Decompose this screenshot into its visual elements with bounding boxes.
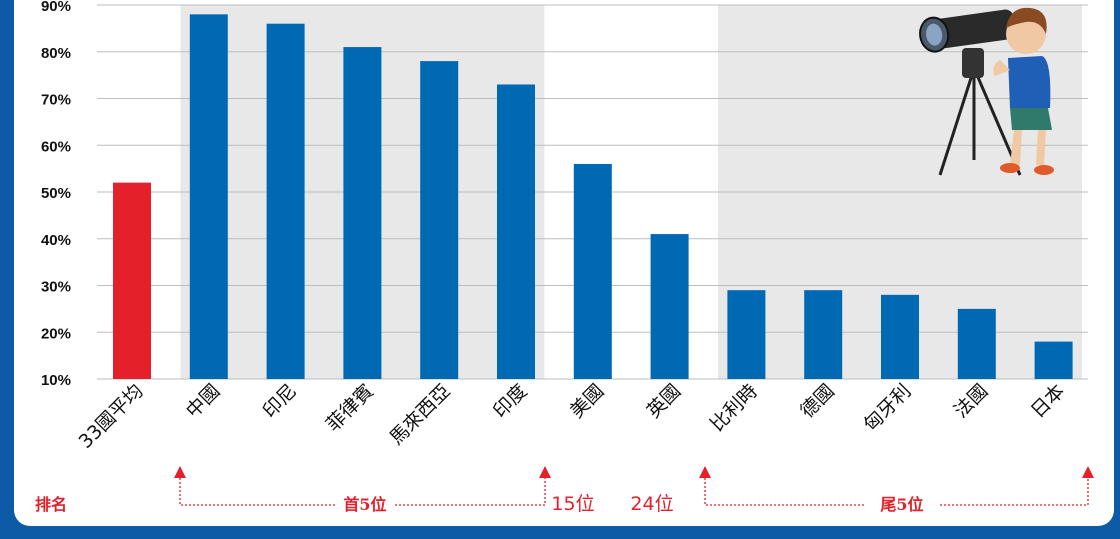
x-tick-label: 印度 [489, 380, 531, 422]
bottom5-end-arrow-icon [1082, 466, 1094, 478]
x-tick-label: 法國 [950, 380, 992, 422]
y-tick-label: 80% [41, 45, 71, 62]
boy-with-telescope-icon [919, 7, 1054, 176]
rank15-label: 15位 [551, 493, 594, 515]
bottom5-bracket [704, 478, 1089, 506]
x-tick-label: 馬來西亞 [385, 380, 454, 449]
bottom5-label: 尾5位 [880, 495, 923, 514]
y-tick-label: 90% [41, 0, 71, 15]
x-tick-label: 印尼 [259, 380, 301, 422]
bar [497, 84, 535, 379]
x-tick-label: 美國 [566, 380, 608, 422]
y-tick-label: 20% [41, 325, 71, 342]
top5-end-arrow-icon [539, 466, 551, 478]
bar [650, 234, 689, 379]
x-tick-label: 比利時 [706, 380, 762, 436]
bar [343, 47, 382, 379]
y-tick-label: 60% [41, 138, 71, 155]
bar [420, 61, 459, 379]
bar [727, 290, 766, 379]
ranking-annotations: 排名 首5位 15位 24位 尾5位 [35, 466, 1094, 515]
x-tick-label: 菲律賓 [322, 380, 378, 436]
y-tick-label: 30% [41, 279, 71, 296]
x-tick-label: 英國 [643, 380, 685, 422]
bar [573, 163, 612, 379]
bar [1034, 341, 1073, 379]
y-tick-label: 50% [41, 185, 71, 202]
rank24-label: 24位 [630, 493, 673, 515]
x-tick-label: 匈牙利 [860, 380, 916, 436]
bar [804, 290, 843, 379]
x-tick-label: 日本 [1027, 380, 1069, 422]
top5-bracket [179, 478, 546, 506]
bottom5-start-arrow-icon [699, 466, 711, 478]
bar [189, 14, 228, 379]
top5-label: 首5位 [343, 495, 386, 514]
top5-start-arrow-icon [174, 466, 186, 478]
bar [881, 294, 919, 379]
y-tick-label: 40% [41, 232, 71, 249]
y-tick-label: 70% [41, 92, 71, 109]
x-tick-label: 33國平均 [75, 380, 148, 453]
bar [266, 23, 305, 379]
bar [957, 308, 996, 379]
y-tick-label: 10% [41, 372, 71, 389]
ranking-label: 排名 [35, 495, 67, 514]
bar [113, 182, 151, 379]
x-tick-label: 中國 [182, 380, 224, 422]
x-tick-label: 德國 [796, 380, 838, 422]
